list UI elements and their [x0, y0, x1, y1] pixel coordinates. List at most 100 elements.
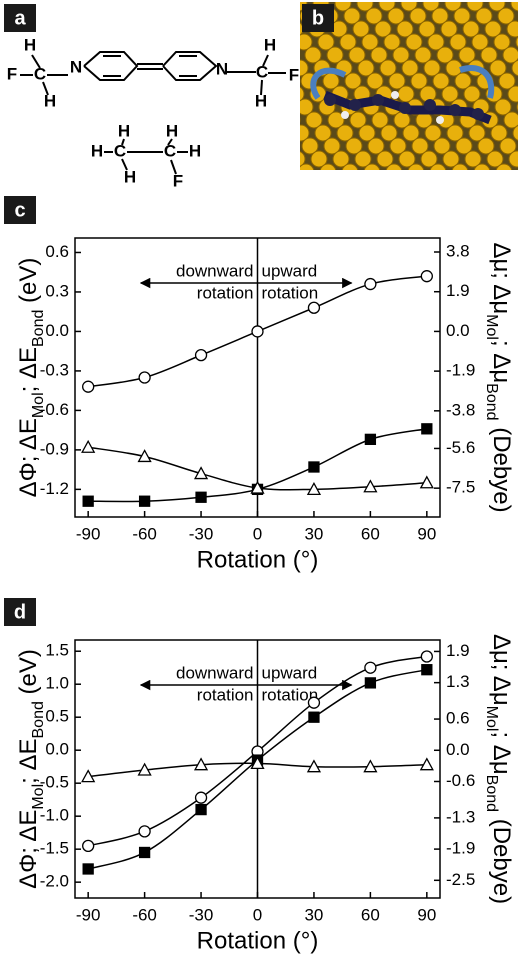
axis-label-part: Bond [30, 701, 47, 738]
y2-tick-label: -0.6 [446, 771, 475, 790]
atom-label: H [166, 121, 178, 140]
gold-atom [341, 163, 359, 170]
axis-label-part: ΔΦ; ΔE [15, 810, 42, 889]
y2-tick-label: 0.6 [446, 709, 470, 728]
gold-atom [343, 7, 361, 25]
x-tick-label: -90 [76, 524, 101, 543]
gold-atom [405, 33, 423, 51]
marker [306, 482, 322, 496]
y-tick-label: -1.0 [40, 806, 69, 825]
gold-atom [515, 35, 518, 49]
molecule-atom [391, 91, 399, 99]
gold-atom [348, 46, 366, 64]
axis-label-part: Δμ; Δμ [488, 242, 515, 314]
gold-atom [511, 59, 518, 77]
atom-label: H [189, 141, 201, 160]
gold-atom [349, 111, 367, 129]
annotation: upward [262, 663, 318, 682]
gold-atom [506, 20, 518, 38]
gold-atom [489, 59, 507, 77]
gold-atom [488, 2, 506, 12]
gold-atom [440, 20, 458, 38]
gold-atom [468, 124, 486, 142]
panel-label: a [14, 7, 26, 29]
axis-label-part: (Debye) [488, 812, 515, 904]
gold-atom [466, 2, 484, 12]
gold-atom [378, 2, 396, 12]
gold-atom [507, 85, 518, 103]
y2-tick-label: -5.6 [446, 438, 475, 457]
y-axis-label: ΔΦ; ΔEMol; ΔEBond (eV) [15, 649, 46, 889]
y2-tick-label: 3.8 [446, 241, 470, 260]
y-tick-label: 0.6 [45, 242, 69, 261]
gold-atom [512, 125, 518, 141]
y-tick-label: 0.0 [45, 321, 69, 340]
gold-atom [363, 163, 381, 170]
marker [251, 325, 264, 338]
gold-atom [499, 137, 517, 155]
panel-label: c [14, 199, 25, 221]
molecule-atom [341, 111, 349, 119]
gold-atom [314, 124, 332, 142]
gold-atom [310, 150, 328, 168]
gold-atom [432, 72, 450, 90]
gold-atom [319, 163, 337, 170]
gold-atom [352, 20, 370, 38]
gold-atom [427, 33, 445, 51]
axis-label-part: Bond [483, 383, 500, 420]
annotation: rotation [197, 283, 254, 302]
gold-atom [323, 137, 341, 155]
gold-atom [433, 137, 451, 155]
gold-atom [475, 7, 493, 25]
axis-label-part: Bond [30, 310, 47, 347]
gold-atom [446, 124, 464, 142]
gold-atom [414, 46, 432, 64]
y2-tick-label: -3.8 [446, 400, 475, 419]
panel-label-box [4, 196, 36, 224]
panel-label-box [4, 4, 36, 32]
x-tick-label: -30 [189, 524, 214, 543]
marker [250, 480, 265, 494]
x-axis-label: Rotation (°) [197, 927, 319, 954]
annotation: downward [176, 663, 254, 682]
gold-atom [409, 7, 427, 25]
marker [364, 433, 377, 446]
y2-tick-label: -1.3 [446, 807, 475, 826]
gold-atom [392, 46, 410, 64]
axis-label-part: ; ΔE [15, 347, 42, 392]
gold-atom [402, 124, 420, 142]
atom-label: F [7, 64, 17, 83]
gold-atom [516, 102, 518, 112]
axis-label-part: (eV) [15, 258, 42, 310]
marker [421, 664, 433, 676]
marker [250, 756, 265, 770]
y-tick-label: -2.0 [40, 872, 69, 891]
molecule-atom [324, 94, 336, 106]
gold-atom [495, 163, 513, 170]
rotation-arrow [459, 65, 495, 99]
marker [420, 650, 433, 663]
gold-atom [455, 137, 473, 155]
y-tick-label: -1.5 [40, 839, 69, 858]
y-tick-label: -0.3 [40, 360, 69, 379]
gold-atom [379, 59, 397, 77]
gold-atom [354, 150, 372, 168]
gold-atom [449, 33, 467, 51]
annotation: rotation [262, 685, 319, 704]
marker [364, 677, 377, 689]
y2-axis-label: Δμ; ΔμMol; ΔμBond (Debye) [483, 634, 514, 904]
gold-atom [401, 59, 419, 77]
gold-atom [300, 151, 306, 167]
atom-label: C [34, 64, 46, 83]
marker [137, 449, 152, 463]
gold-atom [458, 46, 476, 64]
gold-atom [418, 20, 436, 38]
gold-atom [471, 33, 489, 51]
gold-atom [490, 124, 508, 142]
gold-atom [442, 150, 460, 168]
marker [421, 423, 433, 435]
gold-atom [411, 137, 429, 155]
marker [419, 757, 434, 771]
gold-atom [300, 86, 305, 102]
gold-atom [336, 124, 354, 142]
